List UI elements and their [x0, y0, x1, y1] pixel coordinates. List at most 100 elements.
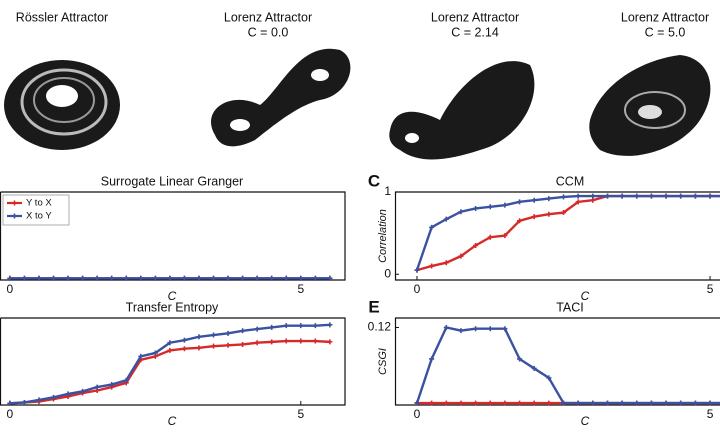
marker [502, 203, 507, 208]
marker [196, 345, 201, 350]
marker [327, 322, 332, 327]
x-tick-label: 0 [7, 407, 14, 421]
plot-area [414, 325, 720, 406]
lorenz-image-1 [389, 61, 534, 159]
rossler-image [4, 60, 120, 150]
attractor-title: Lorenz Attractor [431, 10, 519, 24]
x-axis-label: C [168, 414, 177, 428]
marker [429, 264, 434, 269]
legend-label: X to Y [26, 211, 52, 222]
attractor-images [4, 49, 710, 160]
chart-title: CCM [556, 174, 584, 188]
marker [517, 199, 522, 204]
y-axis-label: CSGI [377, 348, 389, 375]
marker [664, 194, 669, 199]
x-tick-label: 5 [707, 407, 714, 421]
marker [605, 194, 610, 199]
marker [182, 346, 187, 351]
marker [327, 339, 332, 344]
marker [298, 323, 303, 328]
marker [211, 344, 216, 349]
y-tick-label: 0 [384, 266, 391, 280]
marker [576, 194, 581, 199]
marker [488, 326, 493, 331]
chart-title: Surrogate Linear Granger [101, 174, 243, 188]
marker [532, 198, 537, 203]
marker [708, 194, 713, 199]
marker [458, 328, 463, 333]
marker [546, 196, 551, 201]
lorenz-image-0 [211, 49, 350, 147]
legend: Y to X X to Y [3, 195, 69, 225]
marker [473, 326, 478, 331]
marker [561, 194, 566, 199]
marker [634, 194, 639, 199]
chart: TACI E 0 5 0.12 C CSGI [368, 297, 720, 428]
attractor-subtitle: C = 5.0 [645, 25, 686, 39]
marker [488, 204, 493, 209]
series-line [10, 325, 330, 403]
marker [255, 327, 260, 332]
panel-label: C [368, 171, 380, 190]
axis-frame [1, 318, 346, 405]
marker [255, 340, 260, 345]
x-axis-label: C [581, 414, 590, 428]
y-axis-label: Correlation [377, 209, 389, 263]
marker [649, 194, 654, 199]
axis-frame [396, 192, 720, 280]
attractor-subtitle: C = 0.0 [248, 25, 289, 39]
marker [226, 331, 231, 336]
marker [313, 323, 318, 328]
marker [313, 339, 318, 344]
marker [590, 194, 595, 199]
attractor-title: Rössler Attractor [16, 10, 108, 24]
chart: Transfer Entropy 0 5 C [1, 300, 346, 428]
lorenz-image-2 [589, 55, 710, 156]
marker [226, 343, 231, 348]
marker [240, 328, 245, 333]
attractor-title: Lorenz Attractor [621, 10, 709, 24]
charts: Surrogate Linear Granger 0 5 C Y to X X to Y C… [1, 171, 720, 428]
panel-label: E [368, 297, 379, 316]
marker [22, 400, 27, 405]
marker [546, 212, 551, 217]
marker [284, 323, 289, 328]
x-tick-label: 5 [707, 282, 714, 296]
marker [678, 194, 683, 199]
marker [298, 339, 303, 344]
marker [473, 206, 478, 211]
series-line [417, 196, 720, 270]
marker [532, 214, 537, 219]
chart-title: Transfer Entropy [126, 300, 219, 314]
y-tick-label: 1 [384, 184, 391, 198]
attractor-title: Lorenz Attractor [224, 10, 312, 24]
plot-area [7, 322, 332, 405]
x-tick-label: 5 [297, 407, 304, 421]
series-line [417, 196, 720, 270]
x-tick-label: 0 [414, 282, 421, 296]
marker [620, 194, 625, 199]
plot-area [414, 194, 720, 273]
marker [211, 333, 216, 338]
marker [196, 334, 201, 339]
marker [240, 342, 245, 347]
x-tick-label: 5 [297, 282, 304, 296]
attractor-subtitle: C = 2.14 [451, 25, 499, 39]
chart-title: TACI [556, 300, 584, 314]
x-tick-label: 0 [414, 407, 421, 421]
marker [182, 338, 187, 343]
marker [269, 325, 274, 330]
series-line [417, 327, 720, 403]
marker [284, 339, 289, 344]
marker [269, 339, 274, 344]
x-tick-label: 0 [7, 282, 14, 296]
legend-label: Y to X [26, 198, 52, 209]
y-tick-label: 0.12 [368, 320, 392, 334]
marker [693, 194, 698, 199]
